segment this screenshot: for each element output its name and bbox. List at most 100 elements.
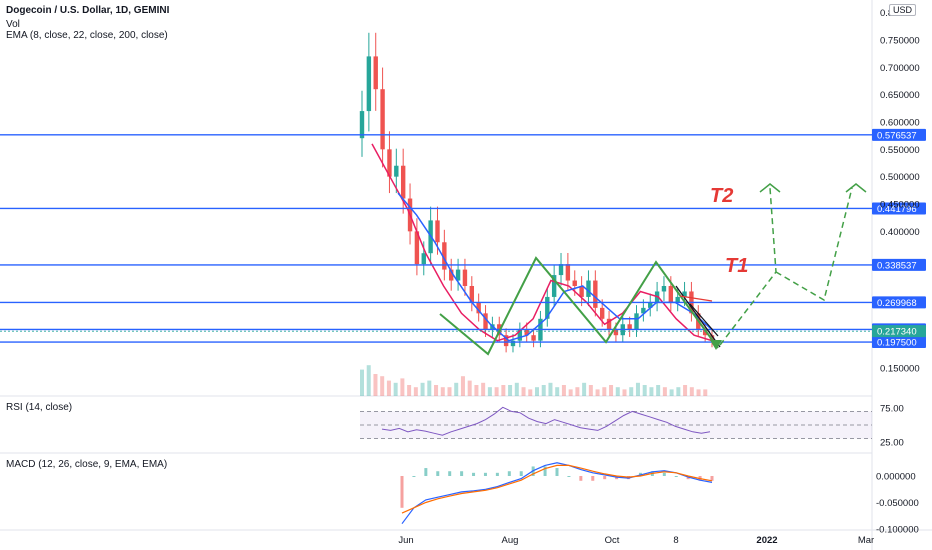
volume-bar: [689, 387, 694, 396]
time-axis-tick: Mar: [858, 535, 874, 546]
candle: [682, 291, 687, 297]
volume-bar: [555, 387, 560, 396]
candle: [668, 286, 674, 303]
volume-bar: [568, 389, 573, 396]
volume-bar: [501, 385, 506, 396]
price-axis-tick: 0.8: [880, 8, 893, 19]
volume-bar: [561, 385, 566, 396]
candle: [702, 329, 708, 336]
price-axis-tick: 0.650000: [880, 90, 920, 101]
ema-legend: EMA (8, close, 22, close, 200, close): [6, 30, 168, 41]
candle: [606, 318, 612, 330]
candle: [551, 275, 557, 297]
macd-legend: MACD (12, 26, close, 9, EMA, EMA): [6, 459, 168, 470]
volume-bar: [541, 385, 546, 396]
volume-bar: [467, 380, 472, 396]
currency-button[interactable]: USD: [888, 4, 916, 16]
target-label-t2: T2: [710, 185, 733, 207]
candle: [627, 324, 632, 330]
volume-bar: [609, 385, 614, 396]
volume-bar: [413, 387, 418, 396]
candle: [373, 56, 378, 90]
macd-histogram-bar: [472, 472, 476, 476]
volume-bar: [521, 387, 526, 396]
macd-histogram-bar: [519, 471, 523, 476]
pattern-zigzag: [439, 256, 719, 356]
macd-axis-tick: -0.100000: [876, 525, 919, 536]
time-axis-tick: 2022: [756, 535, 777, 546]
price-level-badge-label: 0.338537: [877, 260, 917, 271]
volume-bar: [635, 382, 640, 396]
candle: [449, 269, 454, 281]
macd-histogram-bar: [567, 476, 571, 477]
volume-bar: [662, 387, 667, 396]
rsi-pane[interactable]: [360, 406, 872, 440]
price-axis-tick: 0.750000: [880, 36, 920, 47]
candle: [648, 302, 653, 308]
volume-bar: [360, 369, 364, 396]
price-pane[interactable]: T2 T1: [0, 32, 872, 396]
macd-histogram-bar: [436, 471, 440, 476]
volume-bar: [595, 389, 600, 396]
candle: [675, 296, 680, 303]
macd-histogram-bar: [400, 476, 404, 508]
volume-bar: [508, 385, 513, 396]
volume-bar: [380, 376, 385, 396]
candle: [517, 329, 523, 341]
macd-axis-tick: -0.050000: [876, 498, 919, 509]
macd-histogram-bar: [555, 468, 559, 476]
volume-bar: [649, 387, 654, 396]
target-label-t1: T1: [725, 255, 748, 277]
candle: [545, 296, 550, 319]
price-level-badge: [872, 128, 926, 141]
macd-histogram-bar: [424, 468, 428, 476]
volume-bar: [528, 389, 533, 396]
volume-bar: [460, 376, 465, 396]
candle: [380, 89, 385, 150]
candle: [641, 307, 646, 314]
volume-bar: [407, 385, 412, 396]
macd-axis-tick: 0.000000: [876, 472, 916, 483]
candle: [359, 111, 365, 139]
wedge-line: [675, 285, 721, 348]
candle: [503, 335, 509, 347]
volume-bar: [535, 387, 539, 396]
candle: [387, 149, 392, 177]
price-level-badge-label: 0.441796: [877, 204, 917, 215]
volume-legend: Vol: [6, 19, 20, 30]
candle: [558, 264, 564, 276]
price-level-badge-label: 0.269968: [877, 298, 917, 309]
volume-bar: [373, 374, 378, 396]
candle: [599, 307, 605, 319]
candle: [394, 165, 399, 177]
volume-bar: [434, 385, 439, 396]
macd-line: [401, 462, 713, 525]
price-level-badge: [872, 336, 926, 349]
wedge-line: [689, 303, 719, 337]
macd-histogram-bar: [579, 476, 583, 481]
volume-bar: [696, 389, 701, 396]
chart-title: Dogecoin / U.S. Dollar, 1D, GEMINI: [6, 5, 170, 16]
volume-bar: [669, 389, 674, 396]
volume-bar: [366, 365, 371, 396]
time-axis-tick: Oct: [605, 535, 620, 546]
volume-bar: [454, 382, 459, 396]
candle: [366, 56, 372, 112]
candle: [435, 220, 440, 243]
volume-bar: [703, 389, 708, 396]
candle: [400, 165, 406, 199]
volume-bar: [440, 387, 445, 396]
volume-bar: [514, 382, 519, 396]
price-level-badge-label: 0.576537: [877, 130, 917, 141]
volume-bar: [676, 387, 681, 396]
volume-bar: [615, 387, 620, 396]
volume-bar: [487, 387, 492, 396]
volume-bar: [582, 382, 587, 396]
macd-histogram-bar: [674, 476, 678, 477]
macd-histogram-bar: [448, 471, 452, 476]
volume-bar: [474, 385, 479, 396]
macd-histogram-bar: [412, 476, 416, 477]
volume-bar: [481, 382, 486, 396]
macd-pane[interactable]: [400, 462, 714, 525]
